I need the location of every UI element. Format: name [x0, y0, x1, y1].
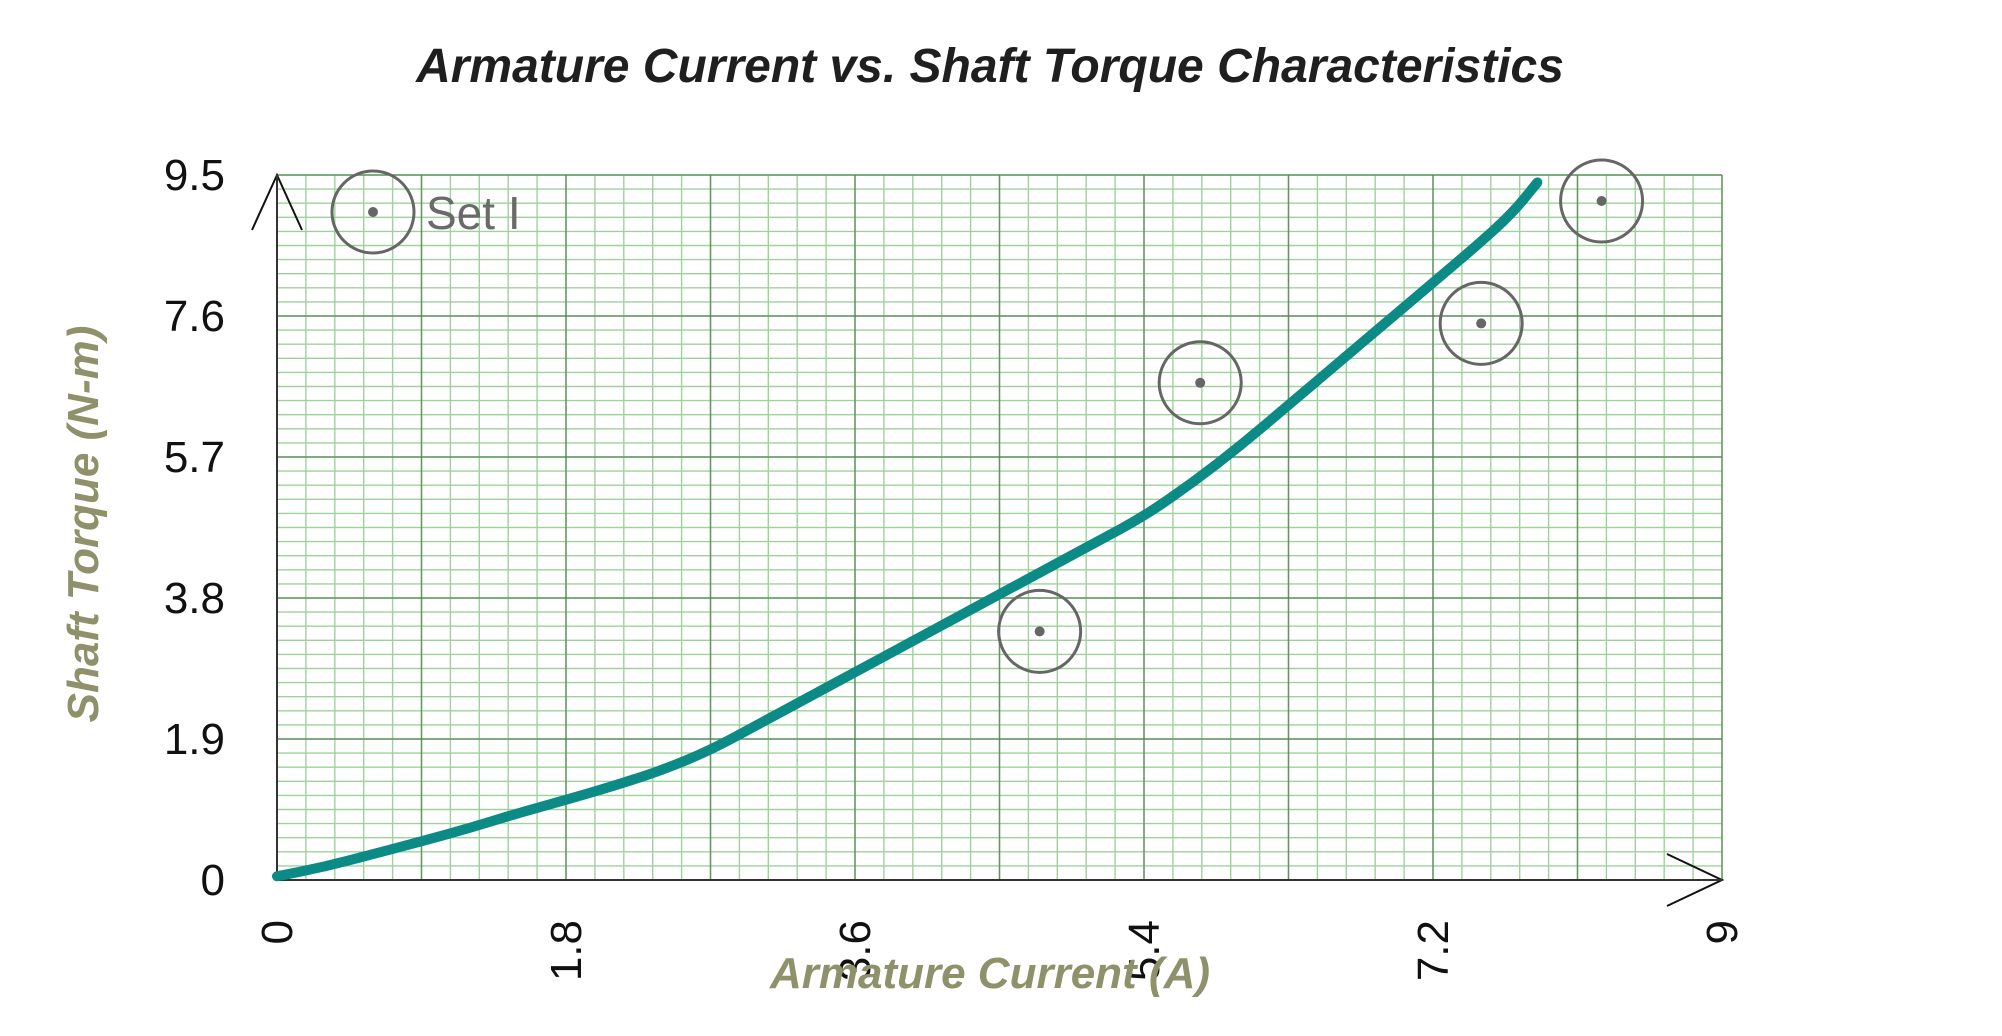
- legend-marker-ring: [330, 169, 416, 255]
- series-markers: [997, 158, 1645, 674]
- data-point-ring: [1438, 280, 1524, 366]
- legend: Set I: [330, 169, 521, 255]
- y-tick-label: 0: [201, 856, 225, 905]
- x-tick-label: 9: [1698, 920, 1747, 944]
- y-axis-label: Shaft Torque (N-m): [59, 326, 108, 723]
- x-tick-label: 3.6: [831, 920, 880, 981]
- legend-label: Set I: [426, 187, 521, 239]
- y-tick-label: 9.5: [164, 151, 225, 200]
- y-tick-label: 5.7: [164, 433, 225, 482]
- data-point: [1195, 377, 1206, 388]
- x-tick-label: 1.8: [542, 920, 591, 981]
- data-point: [1476, 318, 1487, 329]
- axis-arrows: [251, 172, 1725, 907]
- legend-marker-dot: [368, 207, 378, 217]
- chart-title: Armature Current vs. Shaft Torque Charac…: [415, 40, 1564, 93]
- data-point-ring: [1157, 340, 1243, 426]
- data-point: [1596, 195, 1607, 206]
- y-tick-label: 7.6: [164, 292, 225, 341]
- x-tick-labels: 0 1.8 3.6 5.4 7.2 9: [253, 920, 1747, 981]
- data-point-ring: [997, 588, 1083, 674]
- data-point-ring: [1559, 158, 1645, 244]
- series-curve: [272, 177, 1543, 882]
- x-tick-label: 5.4: [1120, 920, 1169, 981]
- y-tick-label: 1.9: [164, 715, 225, 764]
- data-point: [1034, 626, 1045, 637]
- y-tick-labels: 0 1.9 3.8 5.7 7.6 9.5: [164, 151, 225, 905]
- y-tick-label: 3.8: [164, 574, 225, 623]
- x-tick-label: 7.2: [1409, 920, 1458, 981]
- x-tick-label: 0: [253, 920, 302, 944]
- x-axis-label: Armature Current (A): [769, 949, 1210, 998]
